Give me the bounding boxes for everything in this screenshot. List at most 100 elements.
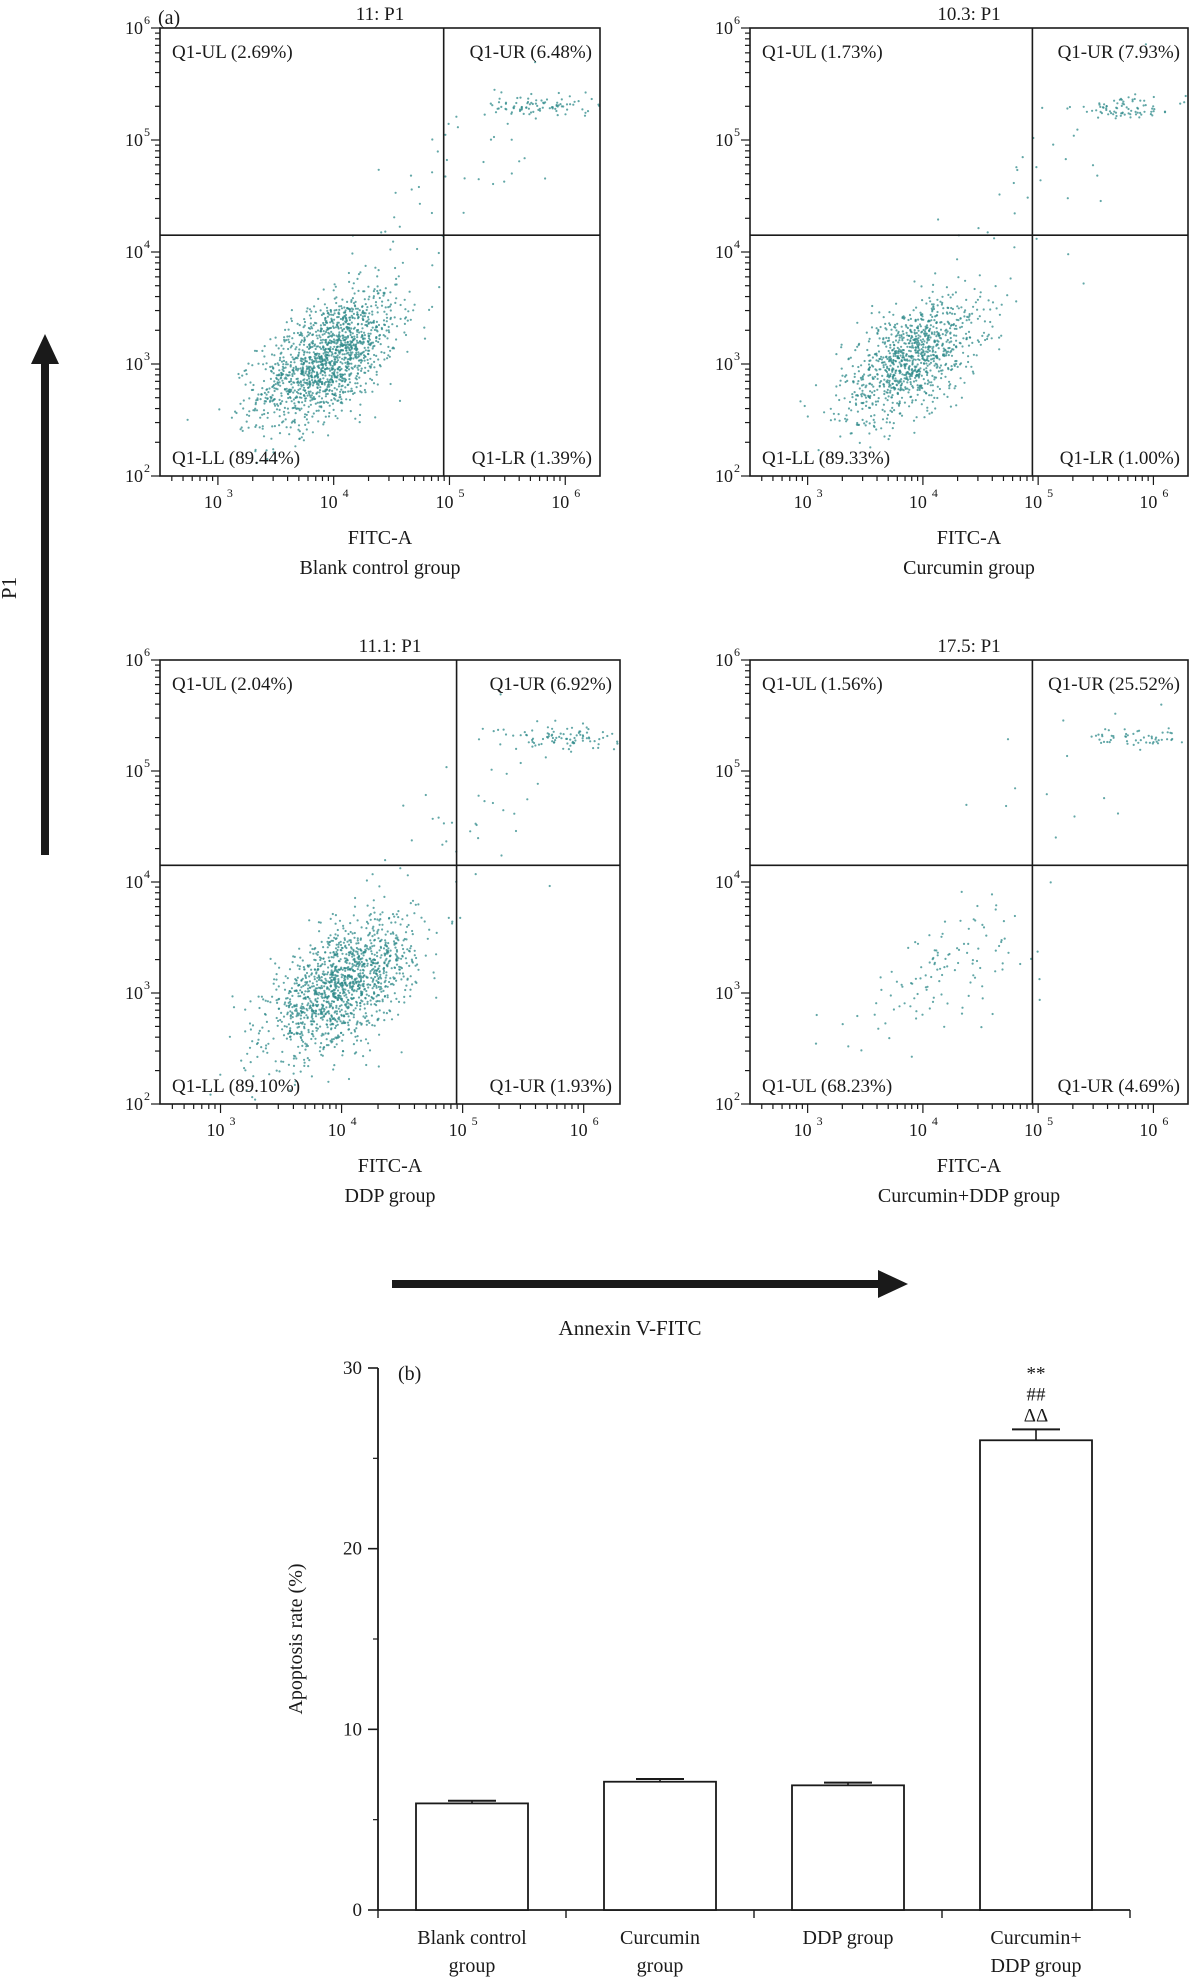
- data-point: [945, 362, 948, 365]
- data-point: [289, 1029, 292, 1033]
- data-point: [326, 309, 329, 312]
- data-point: [935, 949, 938, 952]
- data-point: [938, 980, 941, 983]
- data-point: [1054, 836, 1057, 839]
- data-point: [990, 893, 994, 896]
- data-point: [912, 419, 916, 422]
- data-point: [364, 1016, 367, 1020]
- data-point: [366, 964, 369, 967]
- data-point: [288, 968, 292, 971]
- data-point: [290, 421, 293, 424]
- data-point: [340, 388, 343, 391]
- data-point: [924, 986, 928, 989]
- data-point: [489, 138, 493, 141]
- data-point: [318, 334, 321, 337]
- data-point: [288, 396, 292, 399]
- data-point: [548, 884, 551, 888]
- data-point: [912, 346, 915, 349]
- data-point: [932, 354, 936, 357]
- data-point: [340, 385, 343, 388]
- data-point: [342, 989, 345, 993]
- data-point: [285, 1037, 288, 1040]
- data-point: [389, 349, 392, 352]
- x-tick-label: 10: [204, 492, 222, 512]
- data-point: [1013, 212, 1016, 215]
- data-point: [328, 378, 332, 381]
- data-point: [347, 1002, 350, 1005]
- data-point: [913, 431, 916, 434]
- data-point: [333, 368, 337, 371]
- data-point: [325, 1044, 328, 1047]
- data-point: [477, 738, 481, 741]
- data-point: [363, 359, 366, 362]
- data-point: [303, 386, 306, 389]
- data-point: [899, 371, 902, 374]
- data-point: [937, 218, 940, 221]
- data-point: [344, 386, 347, 389]
- data-point: [349, 986, 352, 989]
- data-point: [1138, 116, 1141, 119]
- data-point: [891, 427, 894, 430]
- data-point: [283, 340, 286, 343]
- data-point: [295, 368, 298, 371]
- data-point: [310, 1037, 313, 1041]
- data-point: [904, 367, 907, 370]
- data-point: [891, 377, 895, 380]
- data-point: [323, 383, 326, 386]
- data-point: [838, 398, 841, 402]
- data-point: [392, 240, 395, 243]
- data-point: [961, 321, 964, 325]
- data-point: [330, 979, 333, 982]
- data-point: [1106, 740, 1109, 744]
- data-point: [920, 361, 923, 364]
- data-point: [895, 329, 898, 332]
- data-point: [840, 367, 843, 370]
- data-point: [272, 982, 275, 985]
- data-point: [922, 349, 925, 352]
- data-point: [300, 991, 303, 994]
- data-point: [1154, 738, 1157, 741]
- data-point: [342, 391, 345, 394]
- data-point: [556, 101, 559, 104]
- data-point: [959, 377, 962, 380]
- data-point: [956, 258, 959, 261]
- data-point: [329, 934, 332, 937]
- data-point: [218, 408, 221, 411]
- data-point: [890, 410, 894, 413]
- data-point: [356, 317, 360, 320]
- data-point: [324, 415, 327, 418]
- data-point: [898, 334, 901, 337]
- data-point: [935, 321, 938, 324]
- data-point: [320, 356, 323, 359]
- data-point: [431, 138, 434, 141]
- data-point: [371, 945, 374, 948]
- data-point: [378, 949, 381, 952]
- data-point: [338, 331, 341, 334]
- data-point: [546, 726, 550, 729]
- data-point: [343, 937, 346, 940]
- data-point: [296, 1013, 299, 1016]
- data-point: [510, 172, 513, 175]
- data-point: [364, 371, 367, 374]
- data-point: [328, 374, 331, 377]
- data-point: [319, 1025, 322, 1028]
- data-point: [869, 390, 872, 393]
- data-point: [409, 988, 412, 991]
- data-point: [344, 321, 348, 324]
- data-point: [949, 351, 952, 354]
- data-point: [329, 348, 332, 351]
- data-point: [315, 345, 318, 348]
- data-point: [898, 400, 901, 403]
- data-point: [382, 294, 385, 297]
- data-point: [302, 370, 305, 373]
- data-point: [336, 955, 339, 958]
- data-point: [902, 380, 905, 383]
- data-point: [338, 313, 341, 316]
- data-point: [288, 1031, 291, 1034]
- data-point: [350, 366, 353, 369]
- data-point: [856, 382, 859, 385]
- data-point: [310, 394, 313, 397]
- data-point: [311, 368, 314, 371]
- data-point: [946, 965, 949, 968]
- data-point: [395, 283, 398, 286]
